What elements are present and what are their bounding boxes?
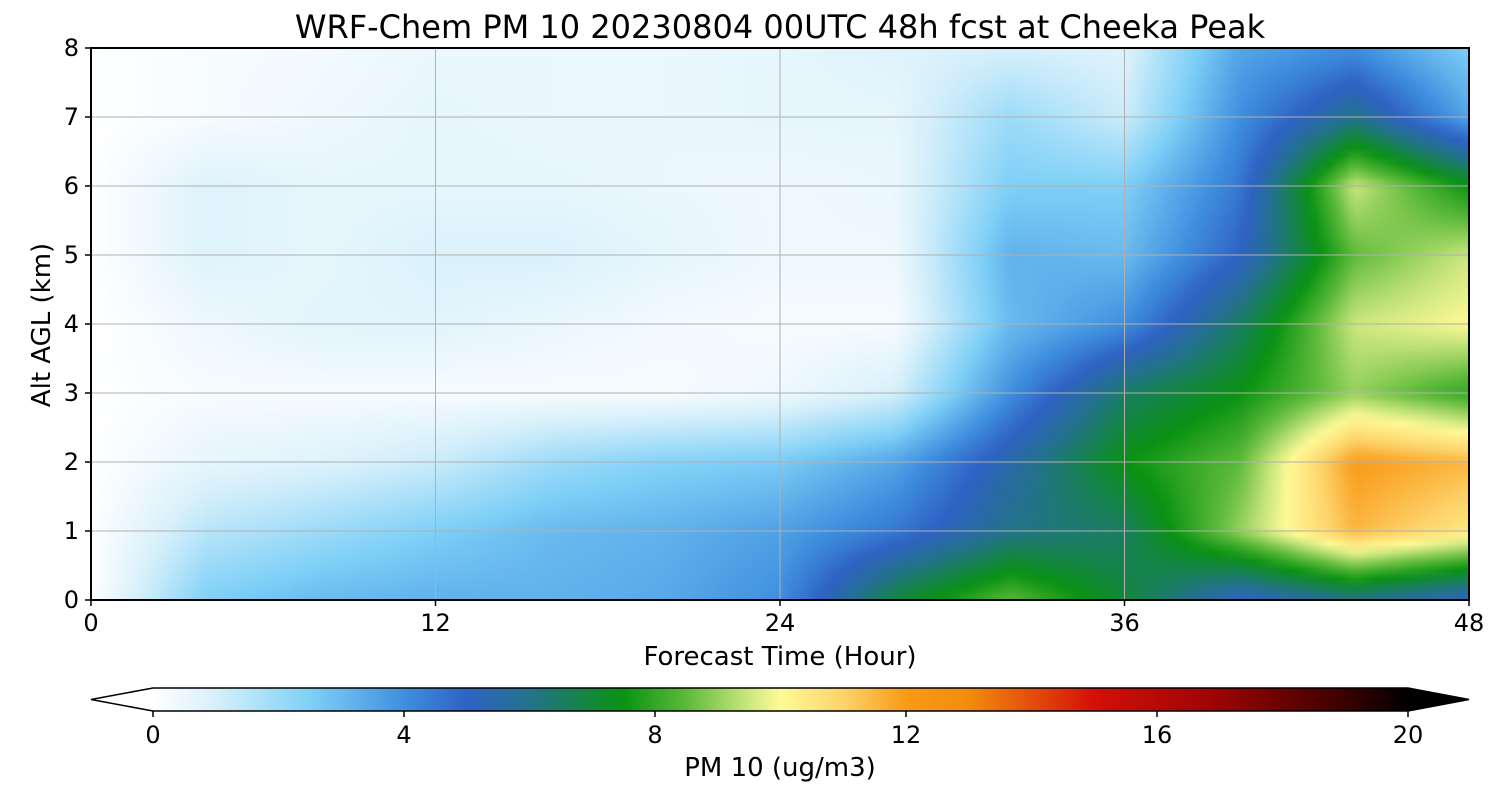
colorbar-tick-label: 20: [1393, 721, 1424, 749]
colorbar-gradient: [153, 688, 1408, 711]
y-tick-label: 1: [64, 517, 79, 545]
y-tick-label: 0: [64, 586, 79, 614]
colorbar-tick-label: 16: [1142, 721, 1173, 749]
y-axis-label: Alt AGL (km): [27, 243, 57, 407]
y-tick-label: 6: [64, 172, 79, 200]
y-tick-label: 5: [64, 241, 79, 269]
y-tick-label: 8: [64, 34, 79, 62]
colorbar-tick-label: 0: [145, 721, 160, 749]
colorbar: 0 4 8 12 16 20: [90, 687, 1470, 749]
x-tick-label: 48: [1454, 609, 1485, 637]
y-tick-label: 7: [64, 103, 79, 131]
x-tick-label: 12: [420, 609, 451, 637]
colorbar-max-arrow: [1408, 688, 1469, 711]
x-tick-label: 36: [1109, 609, 1140, 637]
y-tick-label: 4: [64, 310, 79, 338]
x-tick-label: 0: [83, 609, 98, 637]
x-axis-label: Forecast Time (Hour): [643, 642, 916, 672]
colorbar-tick-label: 4: [396, 721, 411, 749]
x-tick-label: 24: [765, 609, 796, 637]
colorbar-label: PM 10 (ug/m3): [684, 753, 876, 783]
colorbar-min-arrow: [91, 688, 153, 711]
colorbar-tick-label: 12: [891, 721, 922, 749]
chart-title: WRF-Chem PM 10 20230804 00UTC 48h fcst a…: [295, 8, 1266, 46]
grid-lines: [91, 48, 1469, 600]
y-tick-label: 3: [64, 379, 79, 407]
y-tick-label: 2: [64, 448, 79, 476]
colorbar-tick-label: 8: [647, 721, 662, 749]
